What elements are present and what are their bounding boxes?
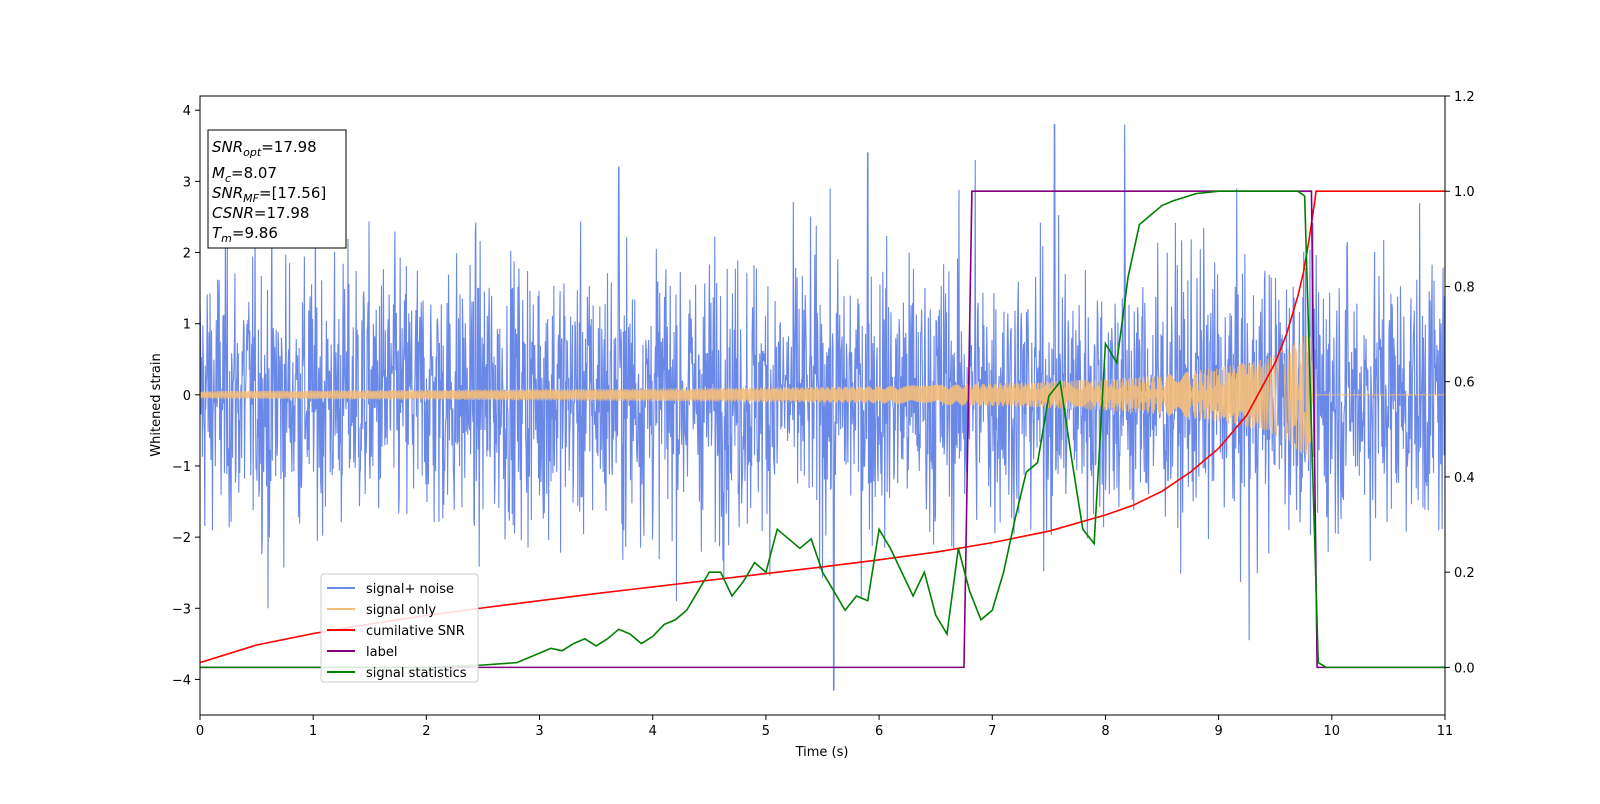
y-tick-label: −1 [172,460,191,475]
info-snr-opt: SNRopt=17.98 [212,138,317,159]
x-tick-label: 11 [1437,724,1454,739]
axis-ticks: 0 1 2 3 4 5 6 7 8 9 10 11 −4 −3 −2 −1 0 1 2 3 4 0.0 0.2 0.4 0.6 0… [172,90,1475,739]
x-tick-label: 9 [1214,724,1222,739]
x-tick-label: 6 [875,724,883,739]
y-tick-label: −2 [172,531,191,546]
y2-tick-label: 0.2 [1454,566,1475,581]
y-tick-label: 4 [183,104,191,119]
y2-tick-label: 1.2 [1454,90,1475,105]
legend-label: signal+ noise [366,582,454,597]
y-axis-label: Whitened strain [149,353,164,456]
y-tick-label: −4 [172,673,191,688]
x-tick-label: 3 [535,724,543,739]
info-mc: Mc=8.07 [212,164,277,185]
y-tick-label: 0 [183,389,191,404]
legend-frame [320,573,479,683]
x-tick-label: 7 [988,724,996,739]
x-tick-label: 4 [649,724,657,739]
y-tick-label: 3 [183,175,191,190]
legend-label: label [366,645,397,660]
legend-label: signal only [366,603,436,618]
x-axis-label: Time (s) [795,745,849,760]
y-tick-label: 2 [183,247,191,262]
x-tick-label: 2 [422,724,430,739]
y-tick-label: −3 [172,602,191,617]
legend-label: signal statistics [366,666,467,681]
y2-tick-label: 0.8 [1454,280,1475,295]
y2-tick-label: 0.0 [1454,661,1475,676]
info-box: SNRopt=17.98 Mc=8.07 SNRMF=[17.56] CSNR=… [207,129,347,249]
y2-tick-label: 1.0 [1454,185,1475,200]
y-tick-label: 1 [183,318,191,333]
legend: signal+ noise signal only cumilative SNR la… [320,573,479,683]
y2-tick-label: 0.4 [1454,471,1475,486]
legend-label: cumilative SNR [366,624,465,639]
x-tick-label: 8 [1101,724,1109,739]
x-tick-label: 10 [1324,724,1341,739]
info-csnr: CSNR=17.98 [212,204,309,222]
y2-tick-label: 0.6 [1454,376,1475,391]
x-tick-label: 1 [309,724,317,739]
plot-frame [199,95,1446,716]
info-box-frame [207,129,347,249]
info-snr-mf: SNRMF=[17.56] [212,184,326,205]
series-signal-only [200,325,1445,462]
info-tm: Tm=9.86 [212,224,278,245]
x-tick-label: 0 [196,724,204,739]
x-tick-label: 5 [762,724,770,739]
series-signal-statistics [200,190,1445,669]
